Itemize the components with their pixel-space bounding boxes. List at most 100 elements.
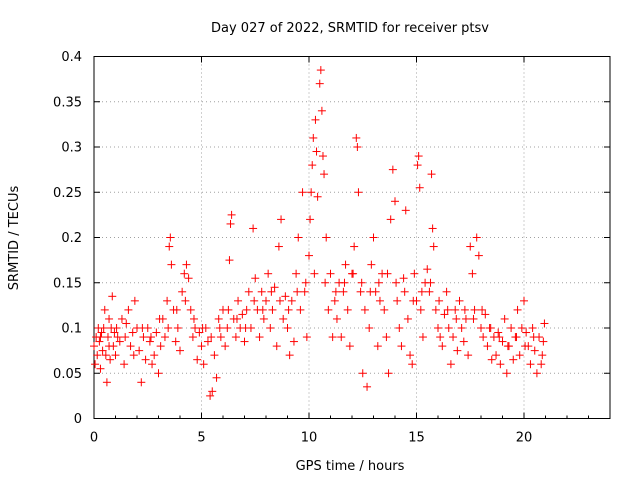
data-point xyxy=(250,296,259,305)
data-point xyxy=(266,324,275,332)
data-point xyxy=(122,319,131,328)
data-point xyxy=(302,333,311,342)
data-point xyxy=(272,342,281,351)
data-point xyxy=(469,314,478,323)
data-point xyxy=(369,233,378,242)
data-point xyxy=(181,296,190,305)
data-point xyxy=(393,296,402,305)
data-point xyxy=(111,351,120,360)
data-point xyxy=(96,364,105,373)
data-point xyxy=(395,324,404,332)
data-point xyxy=(139,333,148,342)
data-point xyxy=(306,215,315,224)
data-point xyxy=(339,287,348,296)
data-point xyxy=(101,351,110,360)
data-point xyxy=(199,360,208,369)
data-point xyxy=(515,351,524,360)
data-point xyxy=(274,242,283,251)
data-point xyxy=(522,328,531,337)
data-point xyxy=(440,310,449,319)
data-point xyxy=(517,324,526,332)
y-tick-label: 0.4 xyxy=(61,50,82,65)
data-point xyxy=(207,333,216,342)
y-tick-label: 0.2 xyxy=(61,231,82,246)
x-tick-label: 20 xyxy=(516,431,533,446)
data-point xyxy=(232,314,241,323)
data-point xyxy=(415,183,424,192)
data-point xyxy=(308,161,317,170)
data-point xyxy=(529,333,538,342)
data-point xyxy=(457,324,466,332)
data-point xyxy=(386,215,395,224)
data-point xyxy=(520,296,528,305)
data-point xyxy=(353,143,362,151)
data-point xyxy=(540,319,549,328)
data-point xyxy=(124,305,133,314)
data-point xyxy=(234,296,243,305)
data-point xyxy=(530,346,539,355)
data-point xyxy=(451,305,460,314)
data-point xyxy=(305,251,313,260)
data-point xyxy=(172,305,181,314)
data-point xyxy=(258,305,267,314)
data-point xyxy=(313,192,322,201)
data-point xyxy=(401,206,410,215)
data-point xyxy=(268,305,277,314)
data-point xyxy=(330,296,339,305)
data-point xyxy=(178,287,187,296)
data-point xyxy=(238,310,247,319)
data-point xyxy=(416,305,425,314)
data-point xyxy=(227,210,236,219)
data-point xyxy=(115,337,124,346)
data-point xyxy=(388,165,397,174)
data-point xyxy=(156,342,165,351)
data-point xyxy=(337,333,346,342)
data-point xyxy=(171,337,180,346)
data-point xyxy=(300,287,309,296)
x-axis-label: GPS time / hours xyxy=(296,459,405,474)
data-point xyxy=(400,287,409,296)
data-point xyxy=(97,328,106,337)
data-point xyxy=(367,260,376,269)
data-point xyxy=(267,287,276,296)
data-point xyxy=(392,278,401,287)
data-point xyxy=(468,269,477,278)
data-point xyxy=(326,269,335,278)
data-point xyxy=(354,188,363,197)
data-point xyxy=(154,369,163,378)
y-tick-label: 0 xyxy=(74,412,82,427)
data-point xyxy=(301,278,310,287)
data-point xyxy=(264,269,273,278)
data-point xyxy=(474,251,483,260)
data-point xyxy=(446,360,455,369)
data-point xyxy=(408,360,417,369)
data-point xyxy=(310,269,319,278)
data-point xyxy=(106,355,115,364)
data-point xyxy=(495,333,504,342)
data-point xyxy=(324,305,333,314)
data-point xyxy=(307,188,316,197)
data-point xyxy=(423,265,432,274)
data-point xyxy=(216,333,225,342)
y-tick-label: 0.15 xyxy=(53,276,82,291)
y-axis-label: SRMTID / TECUs xyxy=(7,186,22,291)
data-point xyxy=(91,360,100,369)
data-point xyxy=(373,342,382,351)
data-point xyxy=(112,324,121,332)
data-point xyxy=(455,296,464,305)
data-point xyxy=(472,233,481,242)
data-point xyxy=(226,219,235,228)
data-point xyxy=(322,233,331,242)
data-point xyxy=(105,342,114,351)
data-point xyxy=(358,369,367,378)
data-point xyxy=(148,360,157,369)
data-point xyxy=(316,66,325,75)
data-point xyxy=(479,333,488,342)
data-point xyxy=(340,278,349,287)
data-point xyxy=(249,224,258,233)
data-point xyxy=(180,269,189,278)
data-point xyxy=(512,333,521,342)
data-point xyxy=(206,391,215,400)
data-point xyxy=(141,355,150,364)
data-point xyxy=(198,324,207,332)
